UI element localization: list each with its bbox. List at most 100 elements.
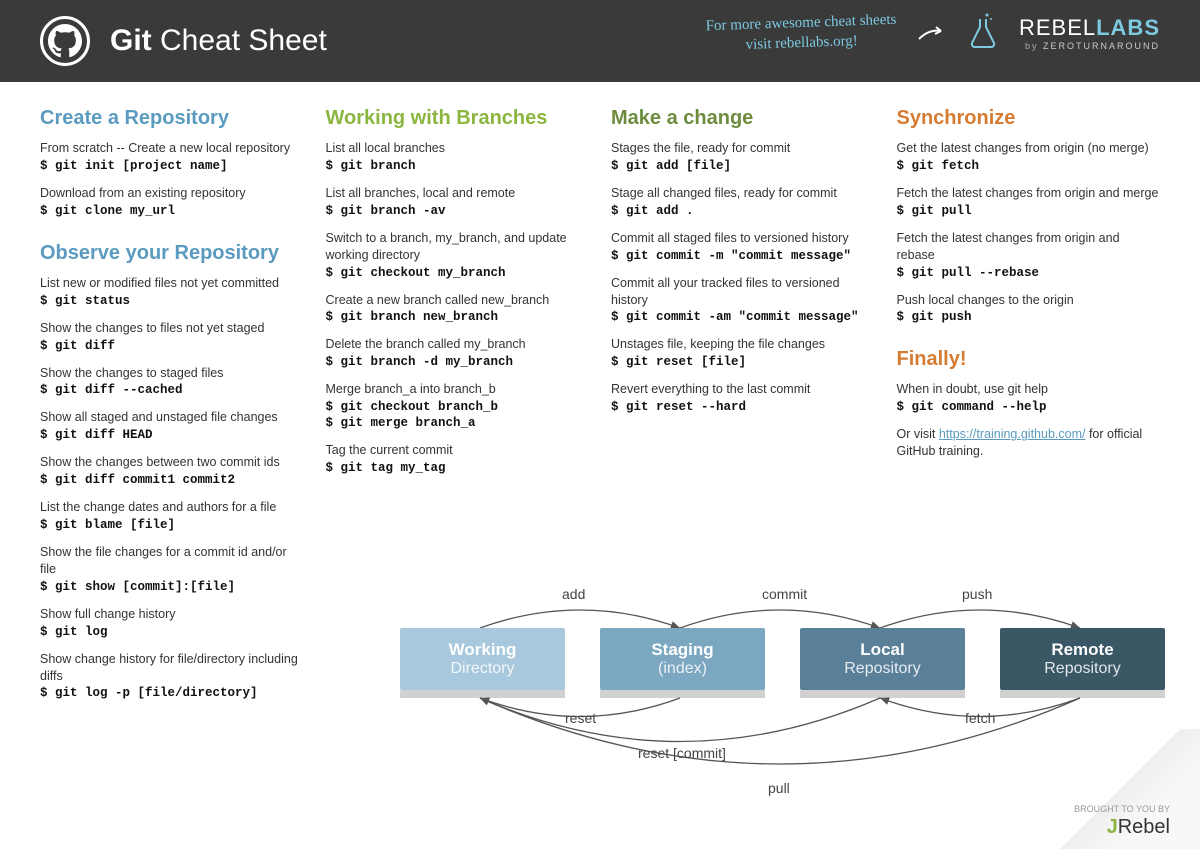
section-title: Finally! — [897, 348, 1161, 371]
section: Finally! When in doubt, use git help $ git… — [897, 348, 1161, 460]
arrow-label: fetch — [965, 710, 995, 726]
item-description: Push local changes to the origin — [897, 292, 1161, 309]
item-description: Show change history for file/directory i… — [40, 651, 304, 685]
command: $ git log -p [file/directory] — [40, 686, 304, 700]
cheat-item: List new or modified files not yet commi… — [40, 275, 304, 308]
cheat-item: Unstages file, keeping the file changes$… — [611, 336, 875, 369]
cheat-item: Show the changes to staged files$ git di… — [40, 365, 304, 398]
item-description: List all local branches — [326, 140, 590, 157]
command: $ git diff HEAD — [40, 428, 304, 442]
item-description: Switch to a branch, my_branch, and updat… — [326, 230, 590, 264]
cheat-item: Show the changes to files not yet staged… — [40, 320, 304, 353]
cheat-item: List all branches, local and remote$ git… — [326, 185, 590, 218]
section: Create a Repository From scratch -- Creat… — [40, 107, 304, 218]
cheat-item: Commit all staged files to versioned his… — [611, 230, 875, 263]
item-description: Download from an existing repository — [40, 185, 304, 202]
item-description: Stages the file, ready for commit — [611, 140, 875, 157]
arrow-label: reset — [565, 710, 596, 726]
cheat-item: Revert everything to the last commit $ gi… — [611, 381, 875, 414]
arrow-label: pull — [768, 780, 790, 796]
command: $ git add . — [611, 204, 875, 218]
cheat-item: Show the file changes for a commit id an… — [40, 544, 304, 594]
page-title: Git Cheat Sheet — [110, 24, 327, 58]
diagram-box: WorkingDirectory — [400, 628, 565, 690]
command: $ git reset --hard — [611, 400, 875, 414]
arrow-label: push — [962, 586, 992, 602]
command: $ git branch -av — [326, 204, 590, 218]
command: $ git pull — [897, 204, 1161, 218]
diagram-box: Staging(index) — [600, 628, 765, 690]
item-description: Fetch the latest changes from origin and… — [897, 230, 1161, 264]
command: $ git log — [40, 625, 304, 639]
diagram-box: LocalRepository — [800, 628, 965, 690]
arrow-label: commit — [762, 586, 807, 602]
cheat-item: Tag the current commit$ git tag my_tag — [326, 442, 590, 475]
header-right: For more awesome cheat sheets visit rebe… — [706, 13, 1160, 53]
section: SynchronizeGet the latest changes from o… — [897, 107, 1161, 324]
cheat-item: Merge branch_a into branch_b$ git checko… — [326, 381, 590, 430]
command: $ git commit -am "commit message" — [611, 310, 875, 324]
item-description: Commit all your tracked files to version… — [611, 275, 875, 309]
section: Observe your RepositoryList new or modif… — [40, 242, 304, 701]
item-description: Unstages file, keeping the file changes — [611, 336, 875, 353]
item-description: Show all staged and unstaged file change… — [40, 409, 304, 426]
item-description: Show the changes between two commit ids — [40, 454, 304, 471]
cheat-item: Stage all changed files, ready for commi… — [611, 185, 875, 218]
rebellabs-logo: REBELLABS by ZEROTURNAROUND — [1019, 15, 1160, 51]
section-title: Create a Repository — [40, 107, 304, 130]
cheat-item: When in doubt, use git help $ git command… — [897, 381, 1161, 414]
command: $ git diff --cached — [40, 383, 304, 397]
command: $ git fetch — [897, 159, 1161, 173]
item-description: Create a new branch called new_branch — [326, 292, 590, 309]
item-description: Revert everything to the last commit — [611, 381, 875, 398]
command: $ git pull --rebase — [897, 266, 1161, 280]
command: $ git add [file] — [611, 159, 875, 173]
cheat-item: Stages the file, ready for commit $ git a… — [611, 140, 875, 173]
jrebel-logo: JRebel — [1107, 816, 1170, 839]
command: $ git show [commit]:[file] — [40, 580, 304, 594]
cheat-item: Push local changes to the origin$ git pu… — [897, 292, 1161, 325]
command: $ git diff commit1 commit2 — [40, 473, 304, 487]
footer-brought-by: BROUGHT TO YOU BY — [1074, 804, 1170, 814]
command: $ git commit -m "commit message" — [611, 249, 875, 263]
item-description: Show the changes to files not yet staged — [40, 320, 304, 337]
item-description: When in doubt, use git help — [897, 381, 1161, 398]
item-description: Or visit https://training.github.com/ fo… — [897, 426, 1161, 460]
arrow-label: add — [562, 586, 585, 602]
cheat-item: Show the changes between two commit ids $… — [40, 454, 304, 487]
cheat-item: Show change history for file/directory i… — [40, 651, 304, 701]
command: $ git blame [file] — [40, 518, 304, 532]
arrow-icon — [917, 21, 947, 46]
cheat-item: Or visit https://training.github.com/ fo… — [897, 426, 1161, 460]
item-description: Fetch the latest changes from origin and… — [897, 185, 1161, 202]
command: $ git diff — [40, 339, 304, 353]
header: Git Cheat Sheet For more awesome cheat s… — [0, 0, 1200, 82]
item-description: Delete the branch called my_branch — [326, 336, 590, 353]
cheat-item: Fetch the latest changes from origin and… — [897, 185, 1161, 218]
item-description: List the change dates and authors for a … — [40, 499, 304, 516]
command: $ git command --help — [897, 400, 1161, 414]
item-description: From scratch -- Create a new local repos… — [40, 140, 304, 157]
command: $ git clone my_url — [40, 204, 304, 218]
cheat-item: Download from an existing repository $ gi… — [40, 185, 304, 218]
column-1: Create a Repository From scratch -- Creat… — [40, 107, 304, 724]
command: $ git checkout my_branch — [326, 266, 590, 280]
section-title: Make a change — [611, 107, 875, 130]
command: $ git branch — [326, 159, 590, 173]
command: $ git status — [40, 294, 304, 308]
cheat-item: Switch to a branch, my_branch, and updat… — [326, 230, 590, 280]
item-description: Merge branch_a into branch_b — [326, 381, 590, 398]
section: Working with BranchesList all local bran… — [326, 107, 590, 475]
cheat-item: List the change dates and authors for a … — [40, 499, 304, 532]
github-icon — [40, 16, 90, 66]
item-description: Tag the current commit — [326, 442, 590, 459]
cheat-item: Fetch the latest changes from origin and… — [897, 230, 1161, 280]
item-description: List new or modified files not yet commi… — [40, 275, 304, 292]
cheat-item: Show all staged and unstaged file change… — [40, 409, 304, 442]
command: $ git merge branch_a — [326, 416, 590, 430]
section: Make a change Stages the file, ready for … — [611, 107, 875, 414]
command: $ git init [project name] — [40, 159, 304, 173]
cheat-item: Show full change history$ git log — [40, 606, 304, 639]
cheat-item: List all local branches $ git branch — [326, 140, 590, 173]
cheat-item: Delete the branch called my_branch$ git … — [326, 336, 590, 369]
